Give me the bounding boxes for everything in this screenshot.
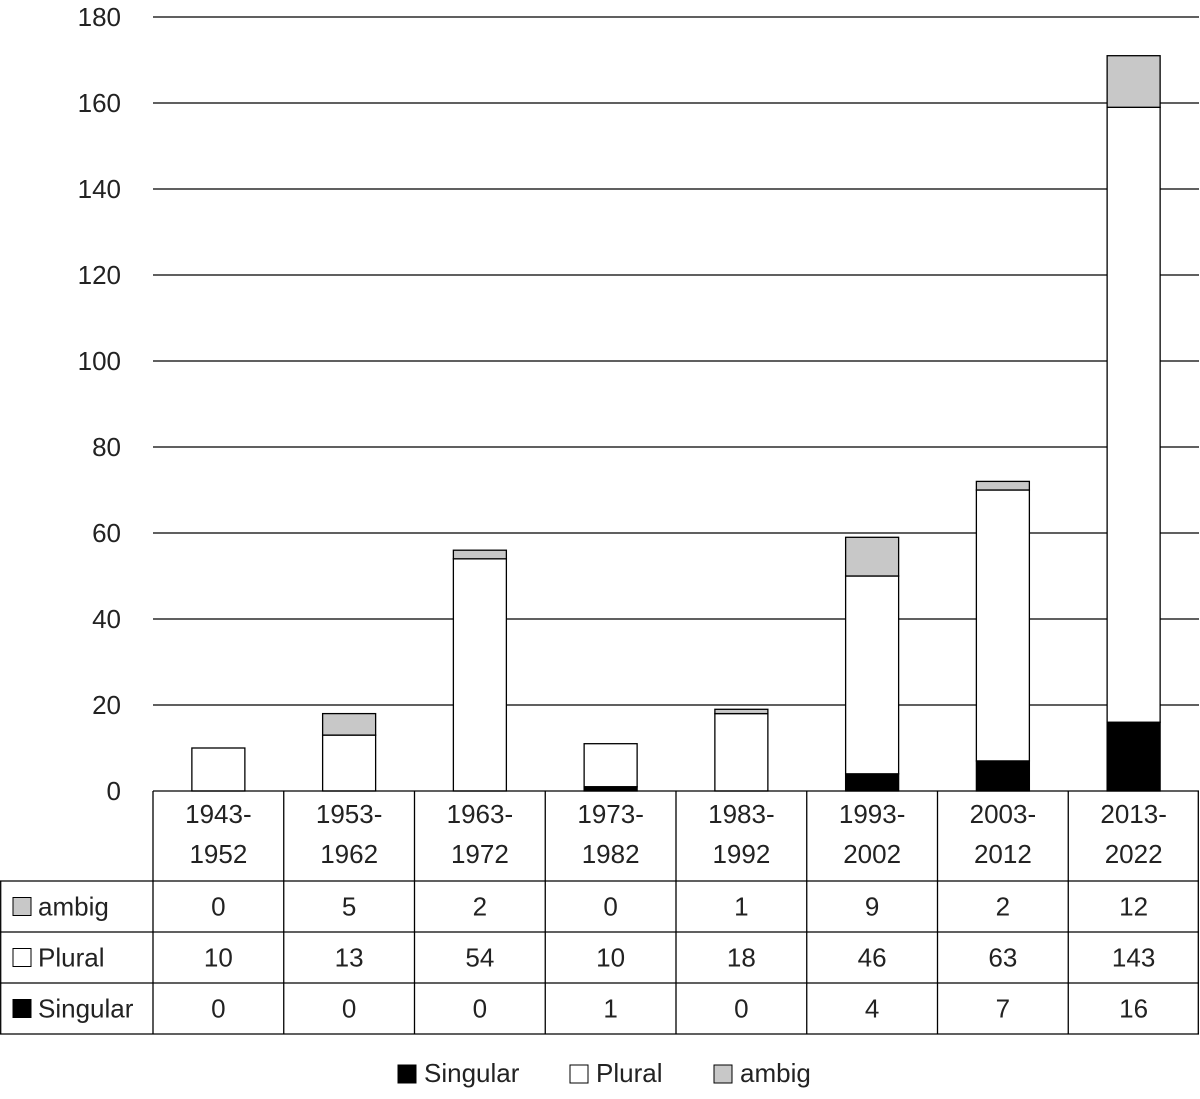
y-tick-label: 180 xyxy=(78,2,121,32)
x-category-label: 1953-1962 xyxy=(316,799,383,869)
y-tick-label: 20 xyxy=(92,690,121,720)
table-cell-value: 10 xyxy=(204,943,233,973)
legend-label: Plural xyxy=(596,1058,662,1088)
gridlines xyxy=(153,16,1199,706)
x-category-label: 1943-1952 xyxy=(185,799,252,869)
y-tick-label: 80 xyxy=(92,432,121,462)
table-cell-value: 5 xyxy=(342,892,356,922)
table-legend-key-plural xyxy=(12,948,32,967)
table-cell-value: 16 xyxy=(1119,994,1148,1024)
table-cell-value: 2 xyxy=(473,892,487,922)
table-cell-value: 0 xyxy=(603,892,617,922)
y-tick-label: 0 xyxy=(107,776,121,806)
bar-segment-plural xyxy=(321,734,377,792)
table-cell-value: 0 xyxy=(473,994,487,1024)
bar-segment-ambig xyxy=(1106,55,1161,108)
table-cell-value: 0 xyxy=(211,892,225,922)
y-tick-label: 140 xyxy=(78,174,121,204)
table-cell-value: 1 xyxy=(603,994,617,1024)
legend-label: ambig xyxy=(740,1058,811,1088)
x-category-label: 1973-1982 xyxy=(577,799,644,869)
legend-swatch-ambig xyxy=(713,1064,733,1084)
table-legend-key-singular xyxy=(12,999,32,1018)
bar-segment-ambig xyxy=(714,708,769,715)
legend: Singular Plural ambig xyxy=(397,1058,811,1088)
y-tick-label: 160 xyxy=(78,88,121,118)
y-tick-label: 120 xyxy=(78,260,121,290)
legend-label: Singular xyxy=(424,1058,520,1088)
y-tick-label: 100 xyxy=(78,346,121,376)
legend-swatch-plural xyxy=(569,1064,589,1084)
x-category-label: 2003-2012 xyxy=(970,799,1037,869)
table-cell-value: 10 xyxy=(596,943,625,973)
bar-segment-ambig xyxy=(844,536,900,577)
table-cell-value: 2 xyxy=(996,892,1010,922)
table-row-label: Plural xyxy=(38,943,104,973)
data-table: 1943-1952 1953-1962 1963-1972 1973-1982 1983… xyxy=(0,790,1199,1035)
bar-segment-plural xyxy=(452,558,508,792)
bar-segment-ambig xyxy=(321,712,377,736)
bar-segment-singular xyxy=(844,773,900,792)
table-cell-value: 7 xyxy=(996,994,1010,1024)
table-row-label: Singular xyxy=(38,994,134,1024)
bar-segment-ambig xyxy=(975,480,1031,491)
table-cell-value: 4 xyxy=(865,994,879,1024)
table-cell-value: 54 xyxy=(465,943,494,973)
bar-segment-plural xyxy=(191,747,246,792)
y-tick-label: 40 xyxy=(92,604,121,634)
table-cell-value: 12 xyxy=(1119,892,1148,922)
table-cell-value: 1 xyxy=(734,892,748,922)
bar-segment-singular xyxy=(975,760,1031,792)
table-cell-value: 63 xyxy=(988,943,1017,973)
x-category-label: 1983-1992 xyxy=(708,799,775,869)
table-cell-value: 0 xyxy=(734,994,748,1024)
legend-swatch-singular xyxy=(397,1064,417,1084)
table-cell-value: 143 xyxy=(1112,943,1155,973)
bar-segment-singular xyxy=(1106,721,1161,792)
x-category-label: 1993-2002 xyxy=(839,799,906,869)
table-cell-value: 18 xyxy=(727,943,756,973)
bar-segment-plural xyxy=(975,489,1031,762)
table-cell-value: 13 xyxy=(335,943,364,973)
table-row-label: ambig xyxy=(38,892,109,922)
bar-segment-plural xyxy=(714,712,769,792)
table-legend-key-ambig xyxy=(12,897,32,916)
table-cell-value: 46 xyxy=(858,943,887,973)
bar-segment-plural xyxy=(1106,106,1161,723)
y-tick-label: 60 xyxy=(92,518,121,548)
y-axis-ticks: 0 20 40 60 80 100 120 140 160 180 xyxy=(78,2,121,806)
bar-segment-plural xyxy=(844,575,900,775)
table-cell-value: 0 xyxy=(342,994,356,1024)
table-cell-value: 0 xyxy=(211,994,225,1024)
bar-segment-ambig xyxy=(452,549,508,560)
bar-segment-plural xyxy=(583,743,638,788)
x-category-label: 2013-2022 xyxy=(1100,799,1167,869)
x-category-label: 1963-1972 xyxy=(447,799,514,869)
bars xyxy=(191,55,1161,792)
table-cell-value: 9 xyxy=(865,892,879,922)
